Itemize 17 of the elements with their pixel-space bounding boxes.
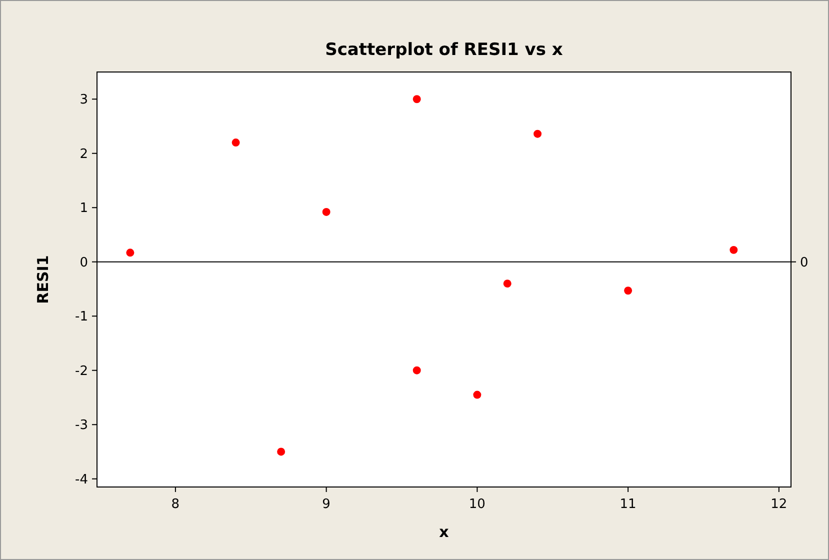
x-tick-label: 11 (620, 497, 636, 512)
y-tick-label: -2 (75, 364, 88, 379)
y-tick-label: 1 (80, 201, 88, 216)
y-tick-label: 3 (80, 92, 88, 108)
x-tick-label: 9 (322, 497, 330, 512)
x-tick-label: 8 (171, 497, 180, 512)
y-tick-label: -3 (75, 418, 88, 434)
x-tick-label: 12 (770, 497, 788, 512)
x-axis-title: x (439, 523, 450, 541)
chart-title: Scatterplot of RESI1 vs x (325, 40, 563, 60)
y-tick-label: -4 (75, 472, 88, 488)
y-axis-title: RESI1 (34, 255, 52, 304)
ref-line-label: 0 (800, 255, 808, 270)
y-tick-label: -1 (75, 310, 88, 325)
y-tick-label: 0 (80, 255, 88, 270)
y-tick-label: 2 (80, 146, 88, 162)
x-tick-label: 10 (468, 497, 486, 512)
